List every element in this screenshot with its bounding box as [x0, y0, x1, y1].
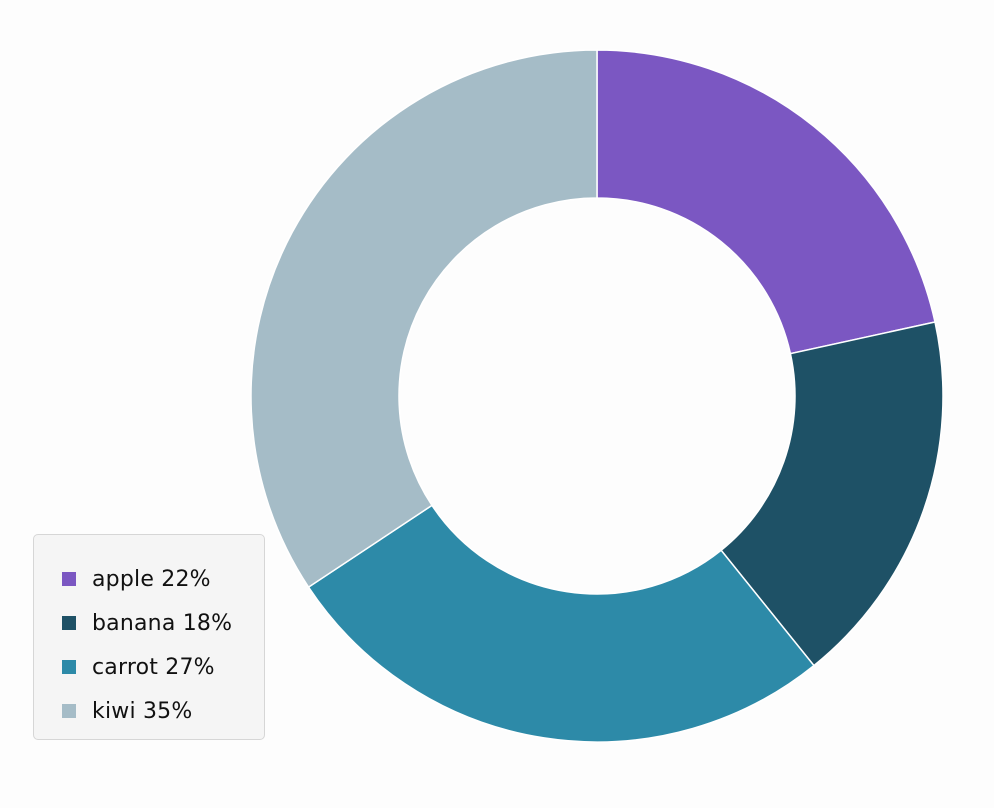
legend-item-apple: apple 22%: [62, 557, 264, 601]
legend-swatch-banana: [62, 616, 76, 630]
slice-kiwi: [250, 49, 598, 589]
legend-item-kiwi: kiwi 35%: [62, 689, 264, 733]
slice-banana: [720, 321, 944, 667]
legend: apple 22% banana 18% carrot 27% kiwi 35%: [33, 534, 265, 740]
legend-item-banana: banana 18%: [62, 601, 264, 645]
legend-label-apple: apple 22%: [92, 566, 211, 592]
slice-carrot: [307, 504, 815, 743]
legend-swatch-apple: [62, 572, 76, 586]
legend-label-kiwi: kiwi 35%: [92, 698, 193, 724]
legend-swatch-carrot: [62, 660, 76, 674]
slice-apple: [596, 49, 936, 355]
legend-label-carrot: carrot 27%: [92, 654, 215, 680]
legend-label-banana: banana 18%: [92, 610, 233, 636]
legend-item-carrot: carrot 27%: [62, 645, 264, 689]
legend-swatch-kiwi: [62, 704, 76, 718]
